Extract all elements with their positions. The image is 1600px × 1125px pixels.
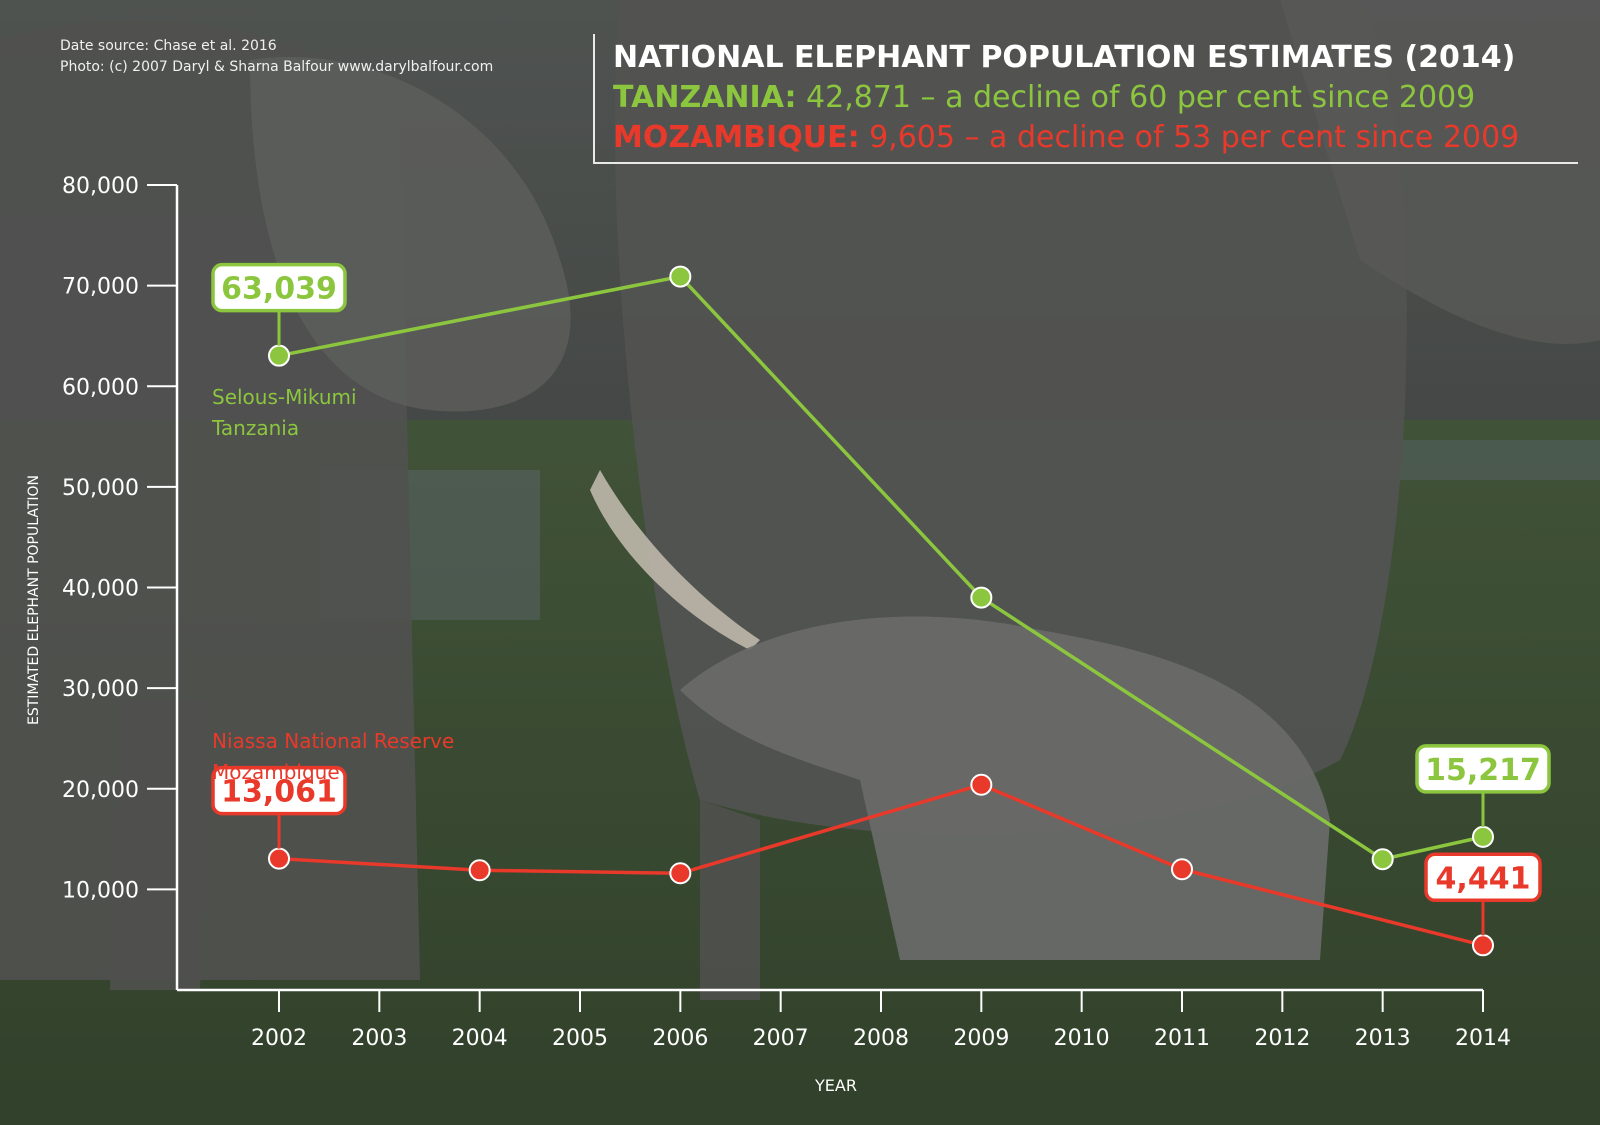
headline-title: NATIONAL ELEPHANT POPULATION ESTIMATES (… — [613, 40, 1516, 75]
data-source-credit: Date source: Chase et al. 2016 — [60, 38, 277, 54]
data-point-mozambique — [268, 847, 290, 870]
data-point-mozambique — [468, 859, 491, 882]
callout-box-tanzania — [211, 262, 347, 313]
data-point-tanzania — [268, 344, 290, 367]
y-tick-label: 60,000 — [62, 375, 139, 400]
series-layer — [268, 265, 1494, 957]
x-tick-label: 2008 — [853, 1026, 909, 1051]
series-label-tanzania: Selous-Mikumi Tanzania — [212, 382, 357, 444]
data-point-tanzania — [970, 586, 993, 609]
headline-tanzania-text: 42,871 – a decline of 60 per cent since … — [796, 80, 1476, 115]
x-tick-label: 2002 — [251, 1026, 307, 1051]
series-label-tanzania-line1: Selous-Mikumi — [212, 385, 357, 409]
data-point-mozambique — [1171, 858, 1193, 881]
callout-layer: 63,039 15,217 13,061 4,441 — [211, 262, 1551, 936]
data-label-tanzania: 15,217 — [1425, 753, 1541, 788]
y-tick-label: 20,000 — [62, 778, 139, 803]
series-label-mozambique-line1: Niassa National Reserve — [212, 729, 455, 753]
y-axis-ticks: 10,000 20,000 30,000 40,000 50,000 60,000 70,0… — [62, 174, 177, 903]
photo-credit: Photo: (c) 2007 Daryl & Sharna Balfour w… — [60, 59, 494, 75]
series-label-mozambique-line2: Mozambique — [212, 760, 340, 784]
x-tick-label: 2012 — [1254, 1026, 1310, 1051]
y-tick-label: 70,000 — [62, 275, 139, 300]
series-line-tanzania — [278, 274, 1484, 861]
data-point-tanzania — [1371, 848, 1394, 871]
data-label-tanzania: 63,039 — [221, 272, 337, 307]
callout-box-mozambique — [1424, 852, 1542, 903]
x-tick-label: 2006 — [652, 1026, 708, 1051]
series-label-mozambique: Niassa National Reserve Mozambique — [212, 726, 454, 788]
data-label-mozambique: 13,061 — [221, 775, 337, 810]
series-line-mozambique — [278, 782, 1484, 948]
data-point-tanzania — [1472, 825, 1494, 848]
data-point-mozambique — [1472, 934, 1494, 957]
credits: Date source: Chase et al. 2016 Photo: (c… — [60, 36, 493, 78]
x-tick-label: 2014 — [1455, 1026, 1511, 1051]
data-point-mozambique — [669, 862, 692, 885]
data-point-mozambique — [970, 773, 993, 796]
y-tick-label: 50,000 — [62, 476, 139, 501]
x-tick-label: 2005 — [552, 1026, 608, 1051]
y-tick-label: 30,000 — [62, 677, 139, 702]
headline-mozambique-name: MOZAMBIQUE: — [613, 120, 860, 155]
chart-axes — [175, 185, 1483, 992]
headline-box: NATIONAL ELEPHANT POPULATION ESTIMATES (… — [593, 34, 1578, 164]
y-axis-title: ESTIMATED ELEPHANT POPULATION — [26, 474, 42, 726]
y-tick-label: 40,000 — [62, 577, 139, 602]
x-tick-label: 2013 — [1355, 1026, 1411, 1051]
data-point-tanzania — [669, 265, 692, 288]
headline-tanzania-name: TANZANIA: — [613, 80, 797, 115]
x-tick-label: 2003 — [351, 1026, 407, 1051]
x-tick-label: 2009 — [953, 1026, 1009, 1051]
callout-box-mozambique — [211, 765, 347, 816]
y-tick-label: 10,000 — [62, 878, 139, 903]
series-label-tanzania-line2: Tanzania — [212, 416, 300, 440]
callout-box-tanzania — [1415, 744, 1551, 794]
headline-mozambique-text: 9,605 – a decline of 53 per cent since 2… — [859, 120, 1520, 155]
data-label-mozambique: 4,441 — [1436, 861, 1531, 896]
y-tick-label: 80,000 — [62, 174, 139, 199]
headline-mozambique: MOZAMBIQUE: 9,605 – a decline of 53 per … — [613, 118, 1578, 158]
x-tick-label: 2010 — [1054, 1026, 1110, 1051]
x-axis-title: YEAR — [815, 1076, 857, 1095]
x-tick-label: 2007 — [753, 1026, 809, 1051]
headline-tanzania: TANZANIA: 42,871 – a decline of 60 per c… — [613, 78, 1578, 118]
x-axis-ticks: 2002 2003 2004 2005 2006 2007 2008 2009 2010 2011… — [251, 990, 1511, 1051]
x-tick-label: 2004 — [452, 1026, 508, 1051]
x-tick-label: 2011 — [1154, 1026, 1210, 1051]
